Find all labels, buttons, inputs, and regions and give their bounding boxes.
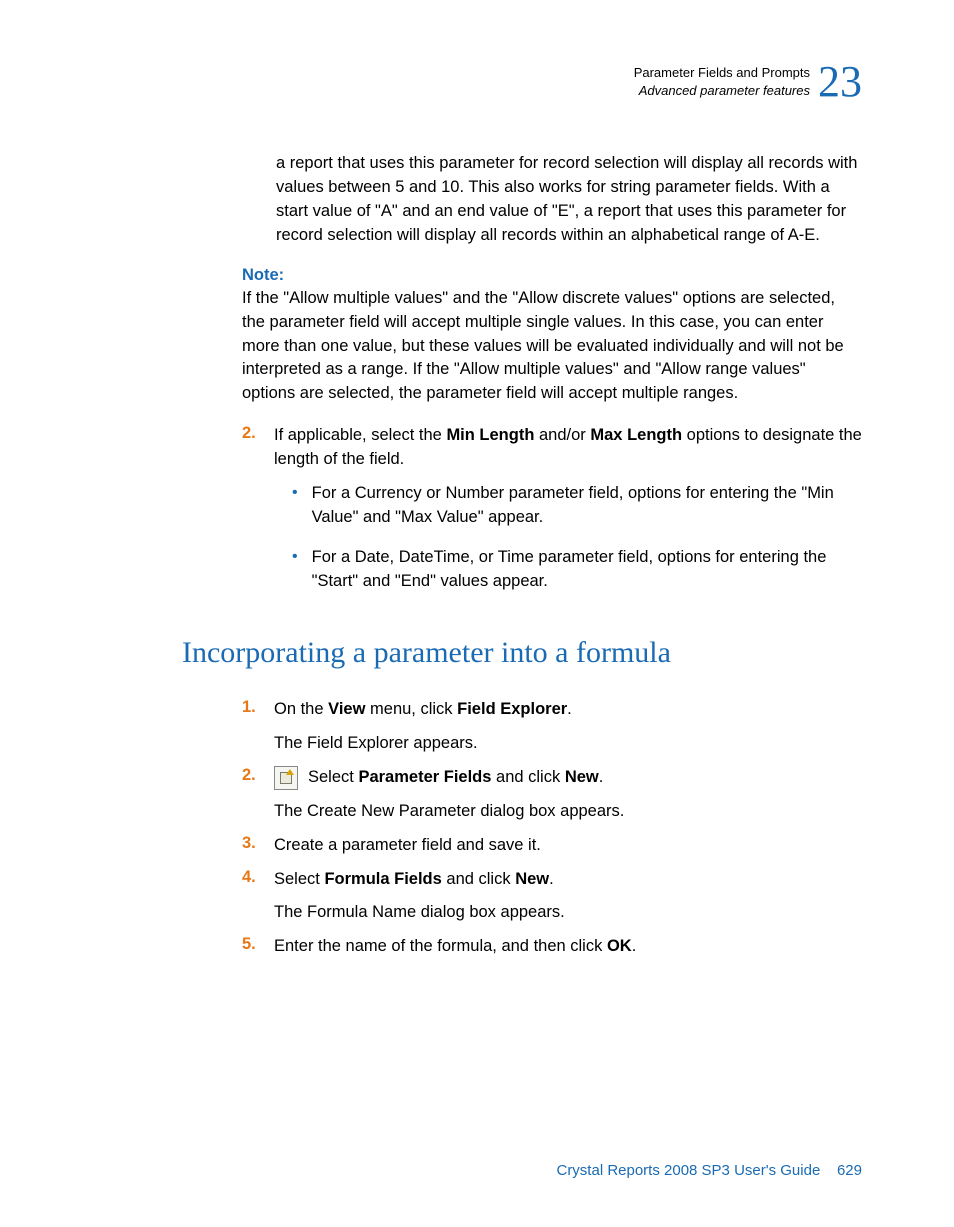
s5-pre: Enter the name of the formula, and then … [274, 937, 607, 955]
s4-mid: and click [442, 870, 515, 888]
s2-b2: New [565, 768, 599, 786]
s1-mid: menu, click [365, 700, 457, 718]
step-number: 2. [242, 766, 262, 824]
header-text-block: Parameter Fields and Prompts Advanced pa… [634, 64, 810, 100]
intro-paragraph: a report that uses this parameter for re… [276, 152, 862, 248]
step2-b1: Min Length [446, 426, 534, 444]
s2-post: . [599, 768, 604, 786]
proc-step-5-body: Enter the name of the formula, and then … [274, 935, 862, 959]
step2-bullet-b: • For a Date, DateTime, or Time paramete… [292, 546, 862, 594]
step-number: 5. [242, 935, 262, 959]
step-number: 2. [242, 424, 262, 594]
main-content: a report that uses this parameter for re… [92, 152, 862, 959]
proc-step-3-body: Create a parameter field and save it. [274, 834, 862, 858]
s2-follow: The Create New Parameter dialog box appe… [274, 800, 862, 824]
footer-book: Crystal Reports 2008 SP3 User's Guide [556, 1162, 820, 1179]
s4-follow: The Formula Name dialog box appears. [274, 901, 862, 925]
chapter-number: 23 [818, 60, 862, 104]
bullet-icon: • [292, 482, 298, 530]
step-number: 1. [242, 698, 262, 756]
bullet-icon: • [292, 546, 298, 594]
step-number: 3. [242, 834, 262, 858]
s1-b1: View [328, 700, 365, 718]
step-2: 2. If applicable, select the Min Length … [242, 424, 862, 594]
note-label: Note: [242, 266, 862, 285]
s4-pre: Select [274, 870, 324, 888]
footer-page: 629 [837, 1162, 862, 1179]
section-heading: Incorporating a parameter into a formula [182, 636, 862, 670]
s5-b1: OK [607, 937, 632, 955]
proc-step-2: 2. Select Parameter Fields and click New… [242, 766, 862, 824]
proc-step-5: 5. Enter the name of the formula, and th… [242, 935, 862, 959]
step2-mid: and/or [534, 426, 590, 444]
header-line1: Parameter Fields and Prompts [634, 64, 810, 82]
proc-step-1: 1. On the View menu, click Field Explore… [242, 698, 862, 756]
s5-post: . [632, 937, 637, 955]
note-block: Note: If the "Allow multiple values" and… [242, 266, 862, 407]
bullet-a-text: For a Currency or Number parameter field… [312, 482, 862, 530]
step2-pre: If applicable, select the [274, 426, 446, 444]
s4-b1: Formula Fields [324, 870, 441, 888]
page-footer: Crystal Reports 2008 SP3 User's Guide 62… [0, 1162, 862, 1179]
s2-b1: Parameter Fields [358, 768, 491, 786]
s2-mid: and click [491, 768, 564, 786]
s2-text-wrap: Select Parameter Fields and click New. [308, 766, 603, 790]
s4-post: . [549, 870, 554, 888]
step2-bullet-a: • For a Currency or Number parameter fie… [292, 482, 862, 530]
proc-step-1-body: On the View menu, click Field Explorer. … [274, 698, 862, 756]
s2-pre: Select [308, 768, 358, 786]
step2-b2: Max Length [590, 426, 682, 444]
s1-follow: The Field Explorer appears. [274, 732, 862, 756]
step-number: 4. [242, 868, 262, 926]
header-line2: Advanced parameter features [634, 82, 810, 100]
proc-step-2-body: Select Parameter Fields and click New. T… [274, 766, 862, 824]
new-parameter-icon [274, 766, 298, 790]
s1-b2: Field Explorer [457, 700, 567, 718]
step-2-body: If applicable, select the Min Length and… [274, 424, 862, 594]
bullet-b-text: For a Date, DateTime, or Time parameter … [312, 546, 862, 594]
header-line2-em: Advanced parameter features [639, 83, 810, 98]
proc-step-4-body: Select Formula Fields and click New. The… [274, 868, 862, 926]
page-header: Parameter Fields and Prompts Advanced pa… [92, 60, 862, 104]
s1-pre: On the [274, 700, 328, 718]
proc-step-3: 3. Create a parameter field and save it. [242, 834, 862, 858]
note-body: If the "Allow multiple values" and the "… [242, 287, 862, 407]
s4-b2: New [515, 870, 549, 888]
proc-step-4: 4. Select Formula Fields and click New. … [242, 868, 862, 926]
s1-post: . [567, 700, 572, 718]
s2-line: Select Parameter Fields and click New. [274, 766, 862, 790]
